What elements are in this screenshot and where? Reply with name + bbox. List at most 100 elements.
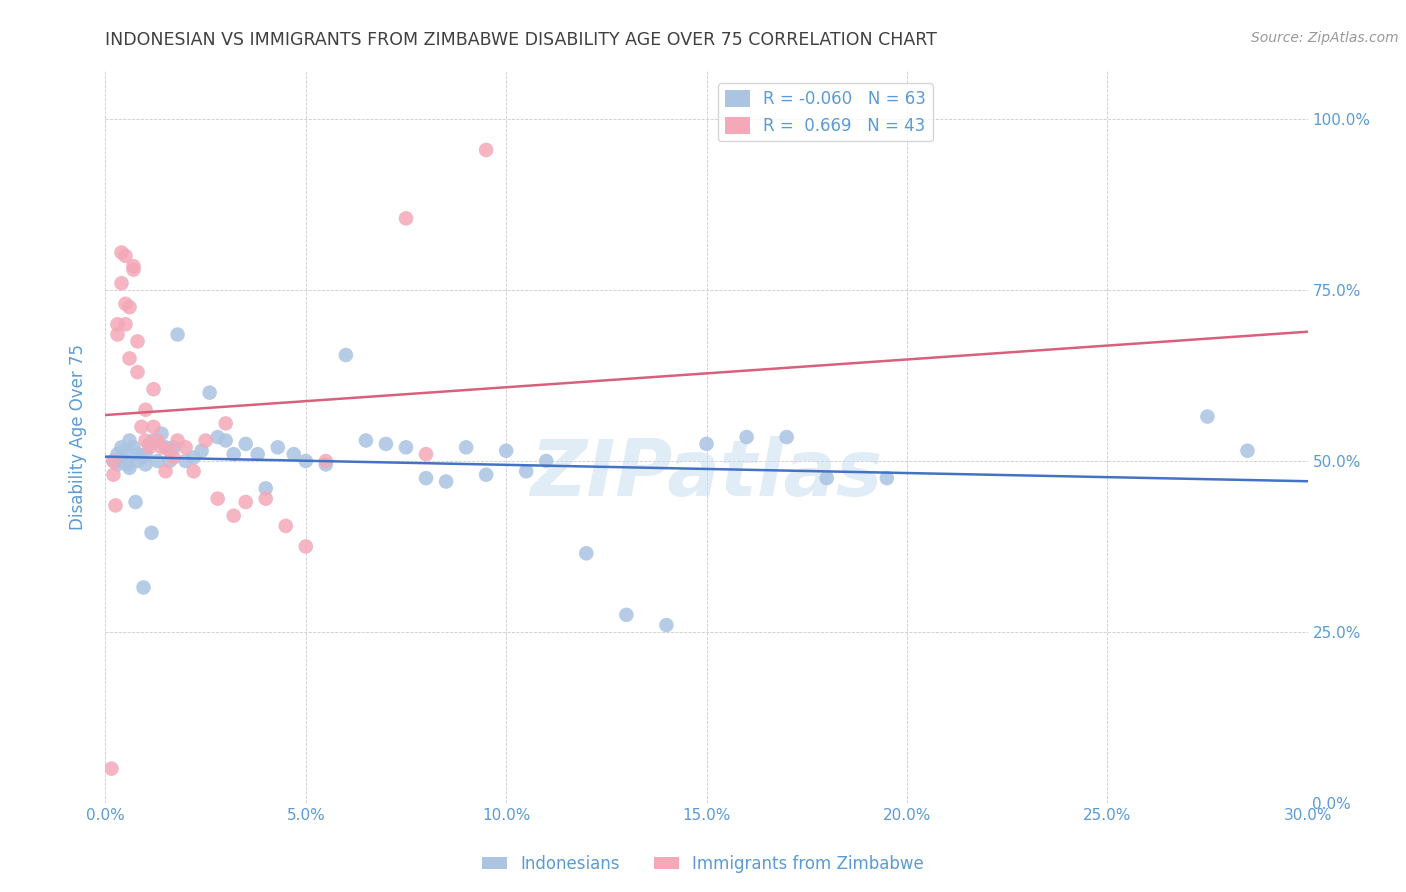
Point (114, 318, 136, 332)
Point (415, 447, 437, 461)
Point (122, 262, 145, 277)
Point (254, 481, 277, 495)
Point (107, 447, 129, 461)
Text: ZIPatlas: ZIPatlas (530, 435, 883, 512)
Point (142, 382, 165, 396)
Point (235, 437, 257, 451)
Point (150, 426, 173, 441)
Point (876, 471, 898, 485)
Point (162, 450, 184, 465)
Point (162, 440, 184, 454)
Point (114, 443, 136, 458)
Point (127, 454, 149, 468)
Point (131, 450, 153, 465)
Point (395, 440, 418, 454)
Point (100, 762, 122, 776)
Point (107, 458, 129, 472)
Text: INDONESIAN VS IMMIGRANTS FROM ZIMBABWE DISABILITY AGE OVER 75 CORRELATION CHART: INDONESIAN VS IMMIGRANTS FROM ZIMBABWE D… (105, 31, 938, 49)
Point (117, 458, 139, 472)
Legend: Indonesians, Immigrants from Zimbabwe: Indonesians, Immigrants from Zimbabwe (475, 848, 931, 880)
Point (190, 443, 212, 458)
Point (315, 458, 337, 472)
Point (122, 440, 145, 454)
Point (295, 454, 318, 468)
Point (127, 334, 149, 349)
Point (159, 443, 181, 458)
Point (534, 454, 557, 468)
Point (132, 581, 155, 595)
Point (655, 618, 678, 632)
Point (114, 297, 136, 311)
Point (107, 327, 129, 342)
Text: Source: ZipAtlas.com: Source: ZipAtlas.com (1251, 31, 1399, 45)
Point (110, 440, 132, 454)
Point (135, 458, 157, 472)
Point (354, 434, 377, 448)
Point (222, 447, 245, 461)
Point (696, 437, 718, 451)
Point (142, 420, 165, 434)
Point (103, 454, 125, 468)
Point (122, 259, 145, 273)
Y-axis label: Disability Age Over 75: Disability Age Over 75 (69, 344, 87, 530)
Point (395, 211, 418, 226)
Point (104, 499, 127, 513)
Point (103, 454, 125, 468)
Point (110, 277, 132, 291)
Point (146, 454, 169, 468)
Point (110, 245, 132, 260)
Point (214, 417, 236, 431)
Point (295, 540, 318, 554)
Point (131, 420, 153, 434)
Point (146, 434, 169, 448)
Point (127, 365, 149, 379)
Point (776, 430, 799, 444)
Point (1236, 443, 1258, 458)
Point (575, 546, 598, 560)
Point (108, 454, 131, 468)
Point (335, 348, 357, 362)
Point (735, 430, 758, 444)
Point (495, 443, 517, 458)
Point (222, 508, 245, 523)
Point (138, 440, 160, 454)
Legend: R = -0.060   N = 63, R =  0.669   N = 43: R = -0.060 N = 63, R = 0.669 N = 43 (718, 83, 932, 141)
Point (135, 447, 157, 461)
Point (415, 471, 437, 485)
Point (138, 437, 160, 451)
Point (142, 434, 165, 448)
Point (616, 607, 638, 622)
Point (1197, 409, 1219, 424)
Point (155, 464, 177, 478)
Point (118, 434, 141, 448)
Point (174, 454, 197, 468)
Point (434, 475, 457, 489)
Point (118, 460, 141, 475)
Point (475, 467, 498, 482)
Point (118, 300, 141, 314)
Point (174, 440, 197, 454)
Point (267, 440, 290, 454)
Point (159, 454, 181, 468)
Point (166, 327, 188, 342)
Point (127, 447, 149, 461)
Point (135, 402, 157, 417)
Point (456, 440, 478, 454)
Point (475, 143, 498, 157)
Point (103, 467, 125, 482)
Point (124, 495, 146, 509)
Point (207, 430, 229, 444)
Point (107, 318, 129, 332)
Point (274, 519, 297, 533)
Point (283, 447, 305, 461)
Point (198, 385, 221, 400)
Point (135, 434, 157, 448)
Point (246, 447, 269, 461)
Point (815, 471, 838, 485)
Point (254, 491, 277, 506)
Point (110, 450, 132, 465)
Point (114, 454, 136, 468)
Point (183, 464, 205, 478)
Point (374, 437, 398, 451)
Point (114, 249, 136, 263)
